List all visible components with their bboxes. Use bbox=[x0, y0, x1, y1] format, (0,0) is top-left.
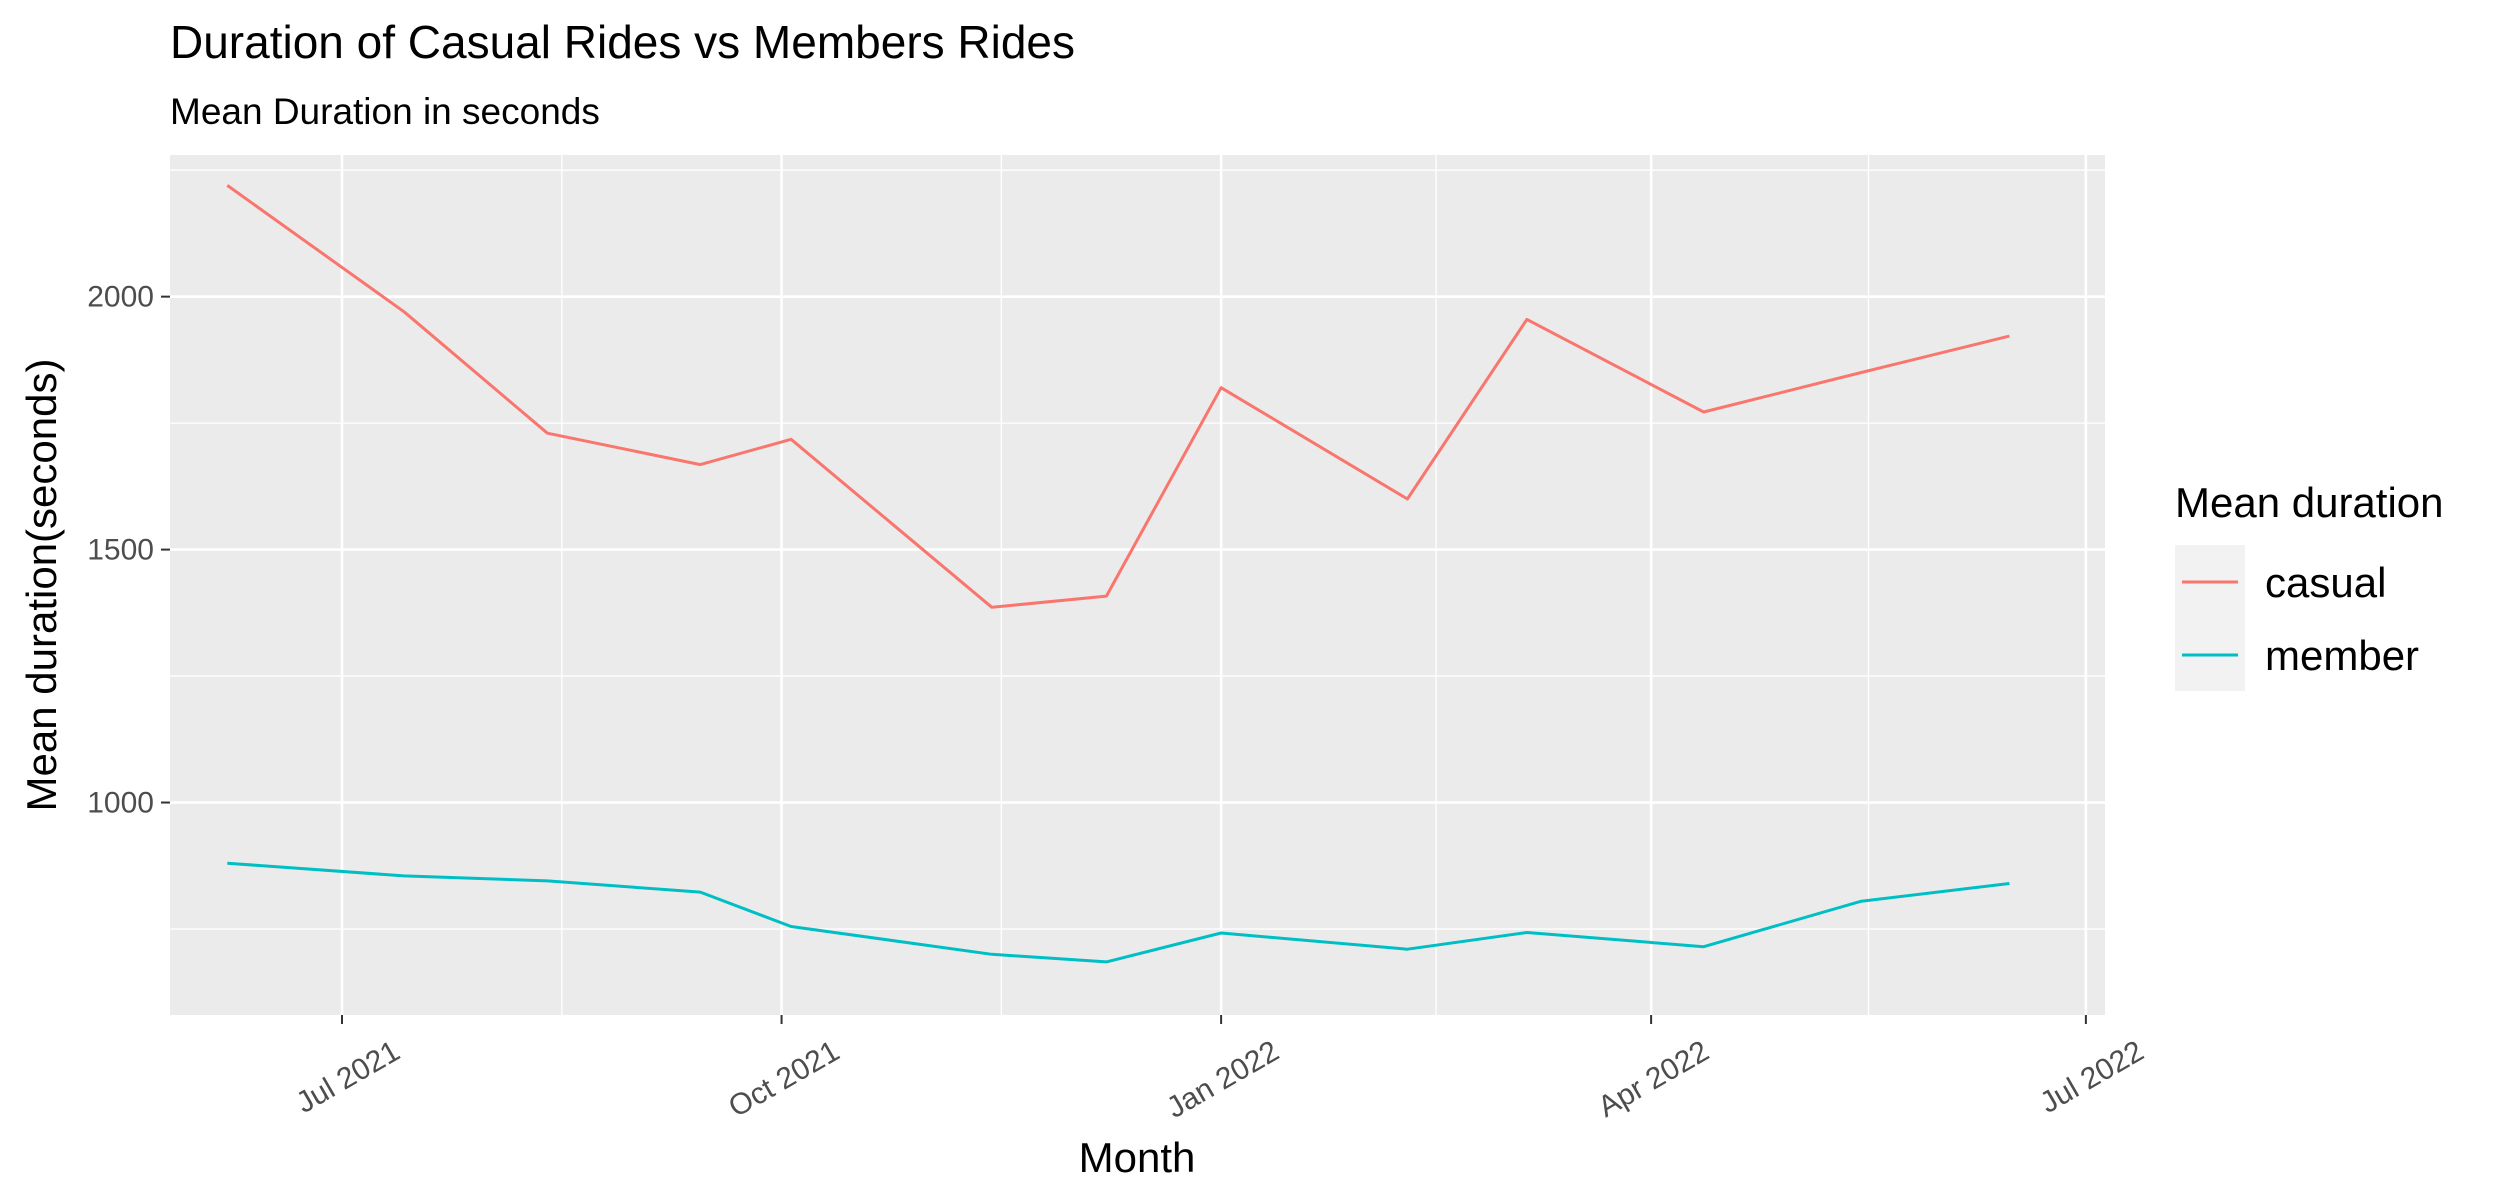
legend: Mean duration casual member bbox=[2175, 479, 2444, 691]
chart-subtitle: Mean Duration in seconds bbox=[170, 91, 600, 132]
x-tick-label: Oct 2021 bbox=[723, 1034, 845, 1123]
legend-key-background bbox=[2175, 545, 2245, 691]
chart-title: Duration of Casual Rides vs Members Ride… bbox=[170, 16, 1075, 68]
y-tick-label: 1500 bbox=[87, 534, 154, 567]
series-line-casual bbox=[226, 184, 2010, 609]
x-tick-label: Jul 2022 bbox=[2035, 1034, 2150, 1119]
x-axis: Jul 2021 Oct 2021 Jan 2022 Apr 2022 Jul 2022 bbox=[291, 1015, 2150, 1125]
y-axis: 1000 1500 2000 bbox=[87, 281, 170, 820]
series-line-member bbox=[227, 861, 2010, 964]
legend-label-casual: casual bbox=[2265, 559, 2386, 606]
y-tick-label: 1000 bbox=[87, 787, 154, 820]
x-tick-label: Jan 2022 bbox=[1161, 1034, 1284, 1124]
x-tick-label: Apr 2022 bbox=[1593, 1034, 1715, 1123]
x-tick-label: Jul 2021 bbox=[291, 1034, 406, 1119]
plot-panel bbox=[170, 155, 2105, 1015]
y-axis-title: Mean duration(seconds) bbox=[18, 359, 65, 812]
grid-layer bbox=[170, 155, 2105, 1015]
legend-title: Mean duration bbox=[2175, 479, 2444, 526]
legend-label-member: member bbox=[2265, 632, 2419, 679]
series-layer bbox=[226, 184, 2010, 964]
x-axis-title: Month bbox=[1079, 1134, 1196, 1181]
y-tick-label: 2000 bbox=[87, 281, 154, 314]
